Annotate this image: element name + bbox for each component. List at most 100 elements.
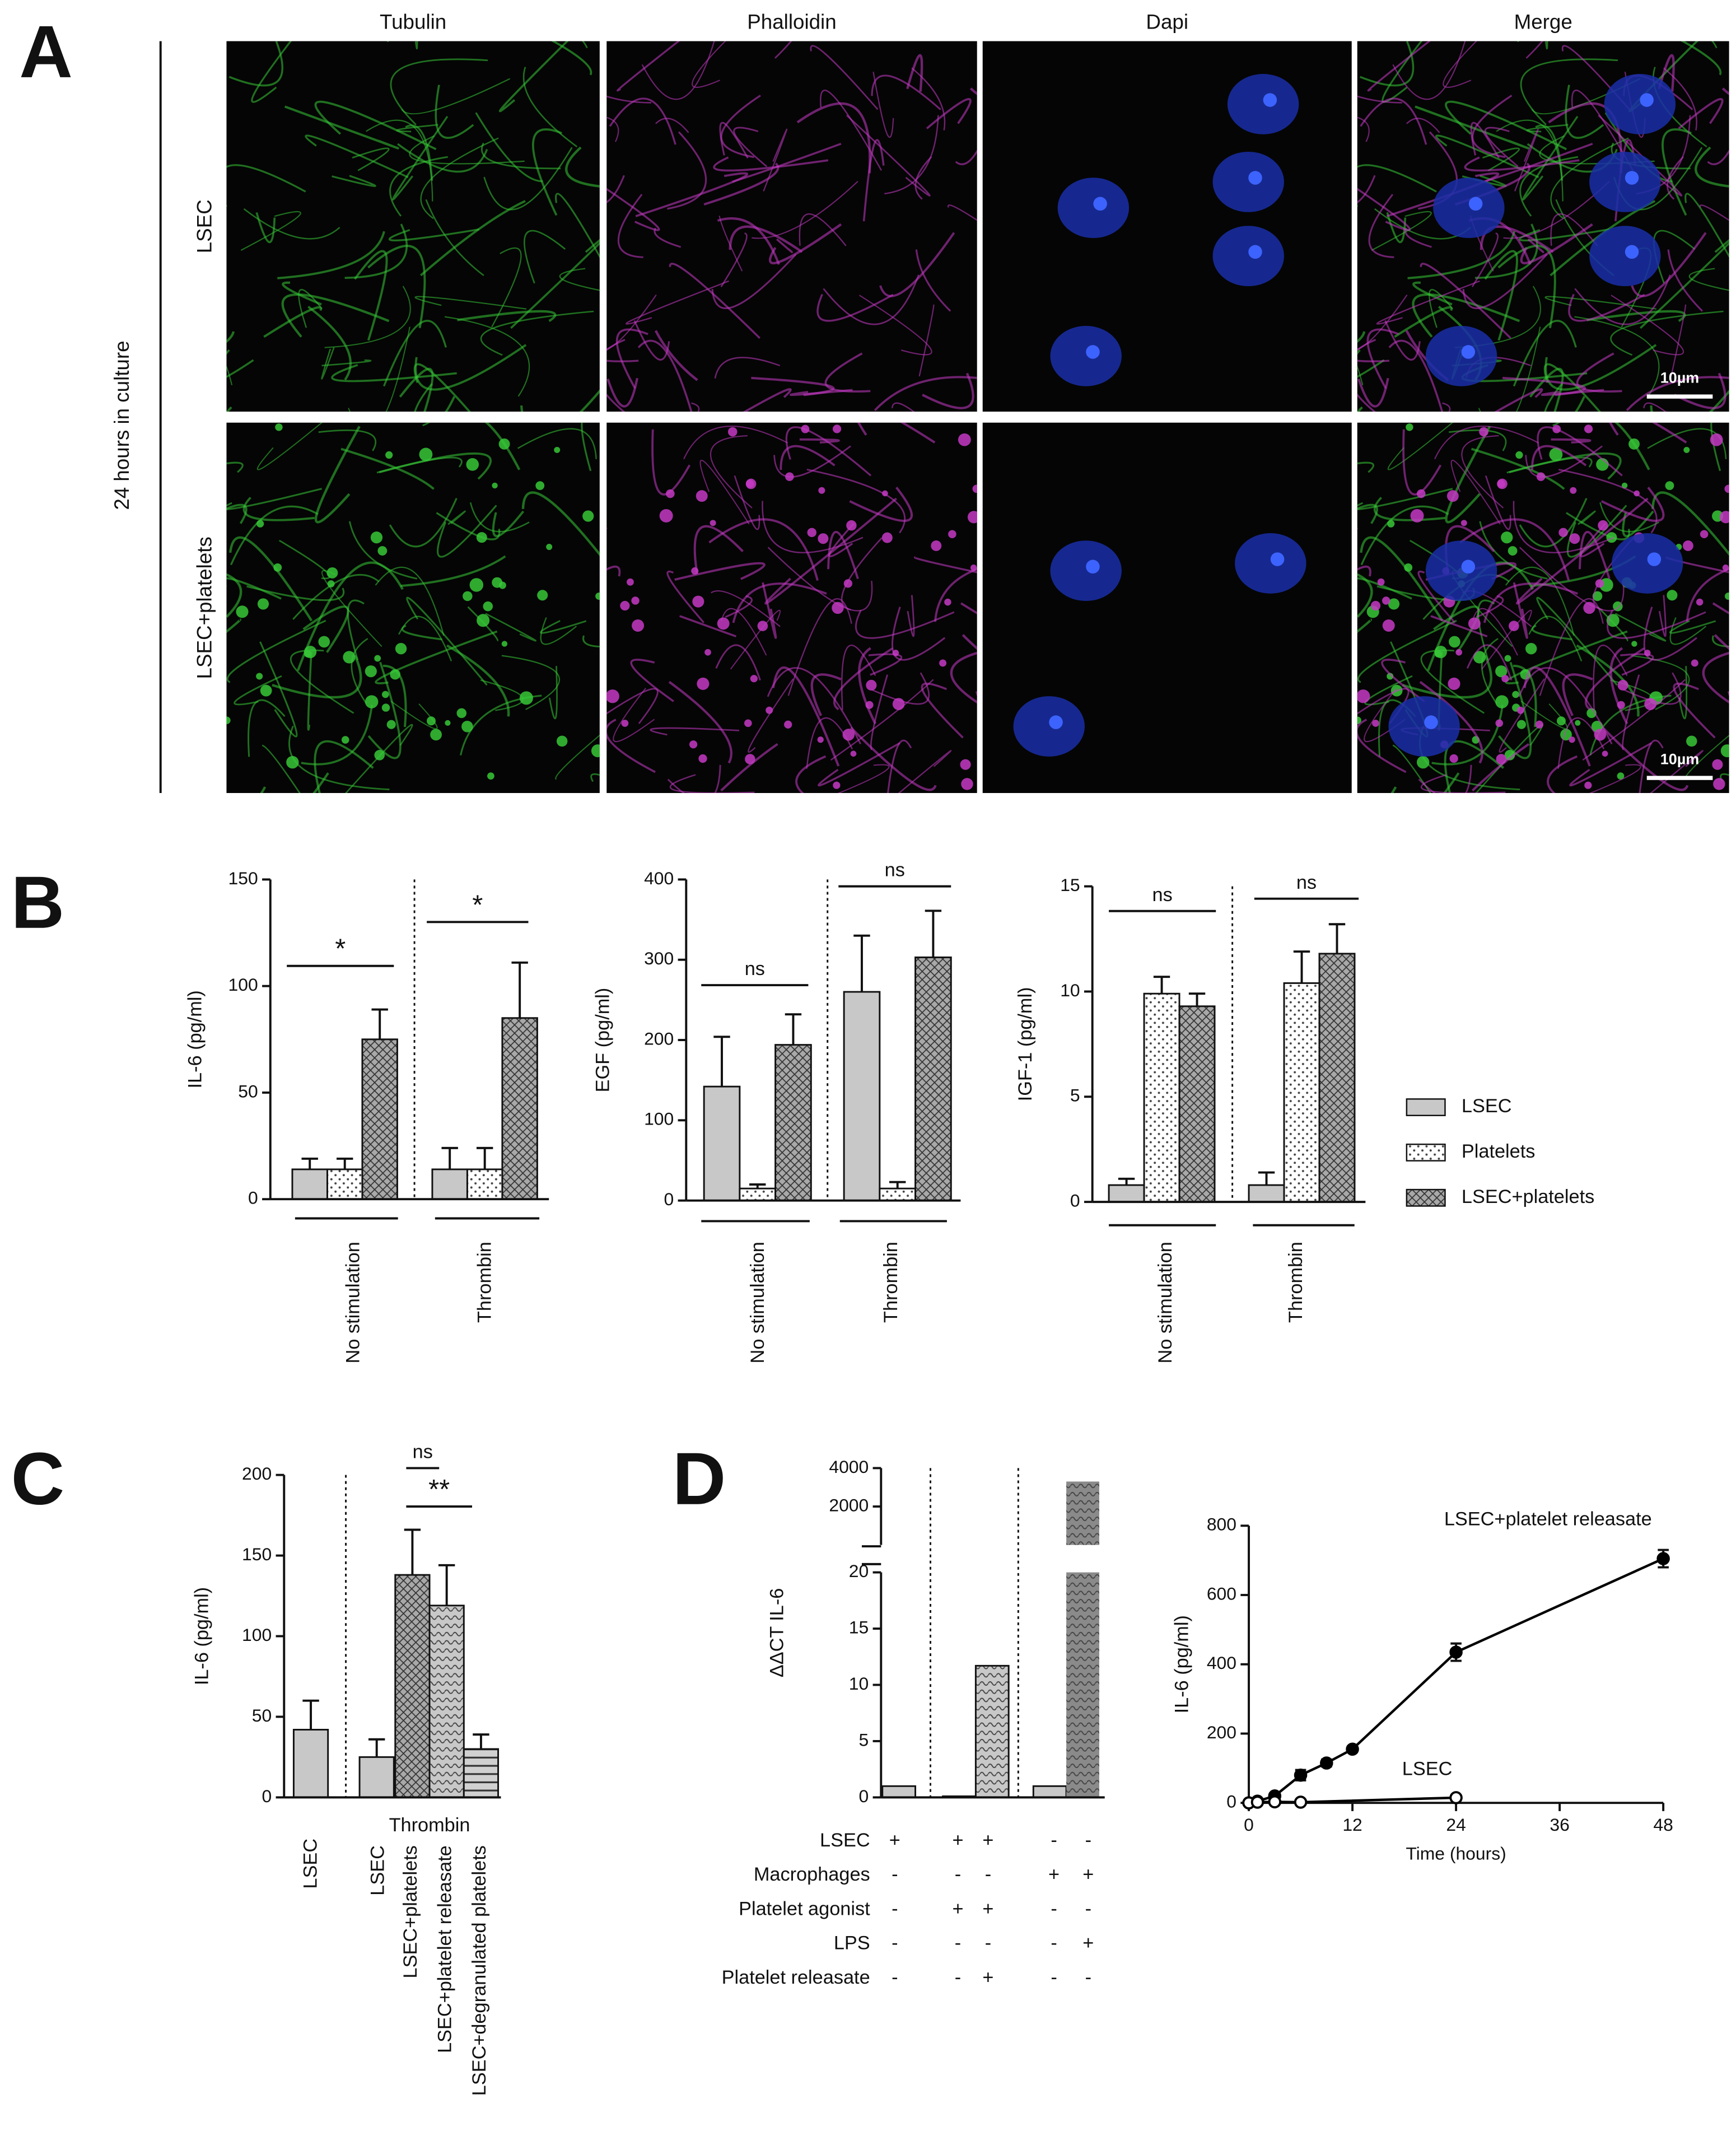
bar [914,956,952,1202]
fiber [445,396,456,412]
error-bar [1258,1171,1275,1186]
nucleus [1212,226,1284,287]
error-bar [749,1183,766,1189]
platelet [1388,598,1400,610]
fiber [414,344,527,391]
fiber [1531,445,1587,470]
fiber [1525,445,1603,478]
panel-letter: A [19,11,73,94]
column-title: Dapi [1146,10,1188,33]
fiber [960,602,977,615]
fiber [874,376,977,412]
platelet [377,546,388,556]
platelet [1479,427,1488,437]
platelet [1549,447,1563,461]
fiber [1574,274,1671,325]
platelet [881,532,893,543]
bar [1178,1005,1216,1203]
fiber [1711,635,1729,647]
platelet [487,772,494,780]
error-bar [404,1528,421,1575]
fiber [725,595,753,618]
fiber [1360,536,1444,622]
fiber [302,605,349,653]
platelet [385,451,393,459]
micrograph [606,422,977,794]
bar [358,1756,395,1798]
fiber [298,289,323,328]
platelet [556,735,568,747]
platelet [832,601,844,614]
platelet [1665,481,1674,491]
fiber [1565,85,1604,139]
fiber [1720,773,1729,782]
fiber [752,181,858,239]
fiber [767,547,873,612]
fiber [1475,724,1543,794]
error-bar [853,934,870,992]
fiber [669,263,760,339]
fiber [606,377,638,408]
fiber [1643,607,1697,661]
fiber [1571,90,1634,171]
condition-value: - [1051,1830,1057,1851]
fiber [1711,41,1718,49]
micrograph-bg [606,41,977,412]
legend-label: Platelets [1462,1141,1536,1162]
platelet [631,596,640,605]
micrograph [226,41,600,412]
nucleolus [1625,245,1639,259]
fiber [1443,772,1460,794]
bar [431,1168,468,1200]
platelet [817,736,824,743]
significance-label: ns [885,860,905,881]
platelet [1495,665,1508,678]
platelet [1504,655,1511,662]
bar [394,1574,431,1798]
fiber [824,352,871,393]
legend-label: LSEC [1462,1095,1512,1117]
fiber [1357,461,1375,473]
fiber [351,638,368,704]
fiber [1620,653,1654,676]
fiber [1626,376,1729,412]
fiber [915,249,951,312]
fiber [1418,764,1472,794]
fiber [651,429,691,496]
fiber [606,294,657,350]
fiber [1550,137,1629,220]
platelet [390,669,400,680]
platelet [591,744,600,758]
nucleolus [1248,245,1262,259]
platelet [257,598,269,610]
condition-value: - [1085,1898,1091,1919]
panel-letter: D [673,1438,726,1521]
fiber [617,41,680,92]
fiber [667,131,707,210]
nucleolus [1086,559,1100,574]
y-tick-label: 2000 [829,1495,869,1515]
platelet [1598,520,1608,531]
fiber [485,613,537,642]
platelet [1712,759,1723,770]
condition-value: + [952,1830,963,1851]
platelet [275,423,283,431]
fiber [769,223,842,265]
platelet [273,563,282,572]
fiber [799,213,847,246]
platelet [554,446,561,453]
fiber [1578,510,1596,525]
nucleolus [1625,171,1639,185]
condition-value: - [955,1933,961,1954]
fiber [1357,619,1457,683]
platelet [1575,720,1581,726]
condition-value: + [1048,1864,1060,1885]
fiber [1471,743,1530,792]
fiber [947,204,977,221]
fiber [926,98,972,129]
platelet [697,677,710,690]
fiber [1478,327,1541,412]
fiber [1684,193,1729,258]
platelet [1501,675,1509,683]
error-bar [302,1699,319,1730]
